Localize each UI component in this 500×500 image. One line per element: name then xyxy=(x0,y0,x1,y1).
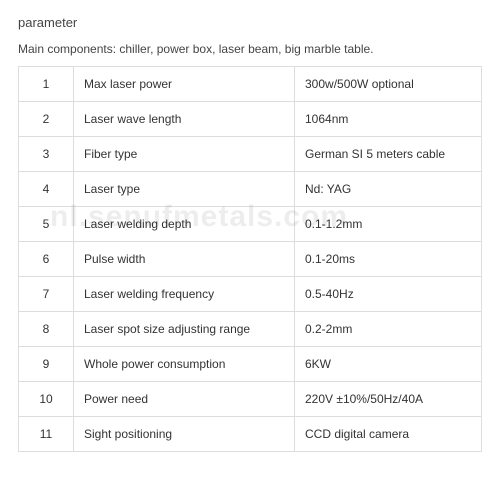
row-number: 5 xyxy=(19,207,74,242)
row-parameter: Sight positioning xyxy=(74,417,295,452)
row-value: 1064nm xyxy=(295,102,482,137)
table-row: 8Laser spot size adjusting range0.2-2mm xyxy=(19,312,482,347)
table-row: 5Laser welding depth0.1-1.2mm xyxy=(19,207,482,242)
parameter-table: 1Max laser power300w/500W optional2Laser… xyxy=(18,66,482,452)
row-parameter: Laser welding depth xyxy=(74,207,295,242)
row-value: 300w/500W optional xyxy=(295,67,482,102)
row-value: CCD digital camera xyxy=(295,417,482,452)
row-number: 3 xyxy=(19,137,74,172)
row-parameter: Whole power consumption xyxy=(74,347,295,382)
table-row: 11Sight positioningCCD digital camera xyxy=(19,417,482,452)
row-value: 0.5-40Hz xyxy=(295,277,482,312)
row-value: 220V ±10%/50Hz/40A xyxy=(295,382,482,417)
row-value: 0.1-20ms xyxy=(295,242,482,277)
row-number: 2 xyxy=(19,102,74,137)
table-row: 1Max laser power300w/500W optional xyxy=(19,67,482,102)
table-row: 6Pulse width0.1-20ms xyxy=(19,242,482,277)
row-number: 9 xyxy=(19,347,74,382)
row-parameter: Laser type xyxy=(74,172,295,207)
row-value: 0.1-1.2mm xyxy=(295,207,482,242)
page-container: parameter Main components: chiller, powe… xyxy=(0,0,500,462)
table-row: 2Laser wave length1064nm xyxy=(19,102,482,137)
row-value: German SI 5 meters cable xyxy=(295,137,482,172)
row-number: 8 xyxy=(19,312,74,347)
row-parameter: Laser welding frequency xyxy=(74,277,295,312)
table-row: 7Laser welding frequency0.5-40Hz xyxy=(19,277,482,312)
row-number: 1 xyxy=(19,67,74,102)
row-number: 10 xyxy=(19,382,74,417)
page-title: parameter xyxy=(18,15,482,30)
row-value: 6KW xyxy=(295,347,482,382)
table-row: 4Laser typeNd: YAG xyxy=(19,172,482,207)
row-value: 0.2-2mm xyxy=(295,312,482,347)
table-row: 9Whole power consumption6KW xyxy=(19,347,482,382)
page-subtitle: Main components: chiller, power box, las… xyxy=(18,42,482,56)
table-row: 10Power need220V ±10%/50Hz/40A xyxy=(19,382,482,417)
row-parameter: Max laser power xyxy=(74,67,295,102)
row-number: 7 xyxy=(19,277,74,312)
row-number: 11 xyxy=(19,417,74,452)
row-parameter: Laser wave length xyxy=(74,102,295,137)
row-parameter: Laser spot size adjusting range xyxy=(74,312,295,347)
row-value: Nd: YAG xyxy=(295,172,482,207)
row-number: 4 xyxy=(19,172,74,207)
table-row: 3Fiber typeGerman SI 5 meters cable xyxy=(19,137,482,172)
row-parameter: Fiber type xyxy=(74,137,295,172)
row-parameter: Power need xyxy=(74,382,295,417)
row-number: 6 xyxy=(19,242,74,277)
row-parameter: Pulse width xyxy=(74,242,295,277)
